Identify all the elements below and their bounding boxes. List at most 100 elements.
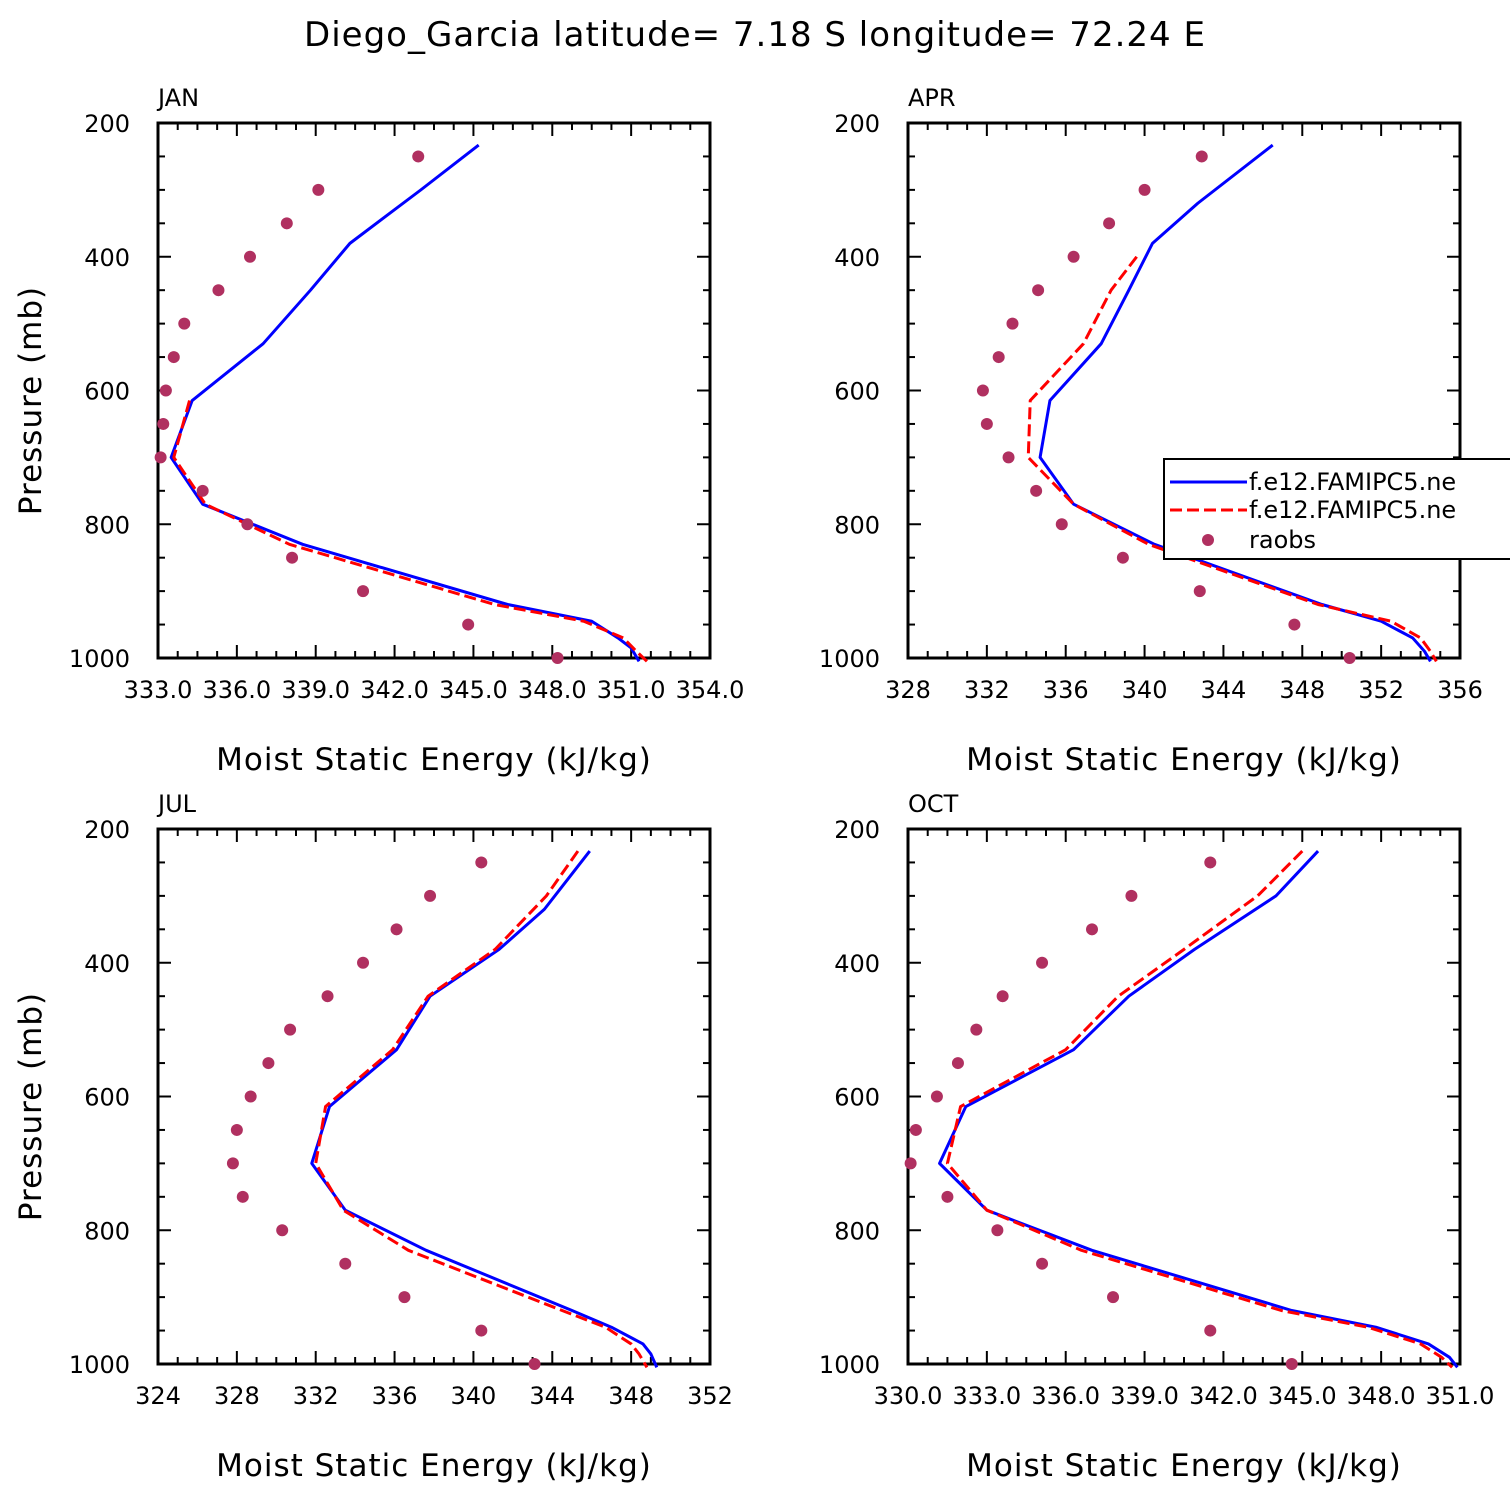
raobs-point bbox=[280, 217, 293, 230]
raobs-point bbox=[528, 1358, 541, 1370]
x-tick-label: 356 bbox=[1437, 676, 1483, 704]
x-tick-label: 348 bbox=[608, 1382, 654, 1410]
raobs-point bbox=[951, 1057, 964, 1070]
raobs-point bbox=[276, 1224, 289, 1237]
raobs-point bbox=[244, 250, 256, 263]
series-model2-line bbox=[172, 400, 648, 663]
raobs-point bbox=[357, 956, 370, 969]
x-tick-label: 340 bbox=[1122, 676, 1168, 704]
series-model2-line bbox=[945, 850, 1454, 1369]
x-tick-label: 340 bbox=[451, 1382, 497, 1410]
raobs-point bbox=[286, 551, 299, 564]
raobs-point bbox=[398, 1291, 411, 1304]
x-tick-label: 342.0 bbox=[1189, 1382, 1258, 1410]
y-tick-label: 800 bbox=[834, 511, 880, 539]
raobs-point bbox=[284, 1023, 297, 1036]
raobs-point bbox=[1055, 518, 1068, 531]
x-tick-label: 336.0 bbox=[1031, 1382, 1100, 1410]
raobs-point bbox=[941, 1190, 954, 1203]
y-axis-label: Pressure (mb) bbox=[13, 286, 49, 515]
x-tick-label: 330.0 bbox=[874, 1382, 943, 1410]
raobs-point bbox=[1103, 217, 1116, 230]
raobs-point bbox=[1036, 956, 1049, 969]
raobs-point bbox=[976, 384, 989, 397]
raobs-point bbox=[357, 585, 370, 598]
x-tick-label: 351.0 bbox=[597, 676, 666, 704]
raobs-point bbox=[1138, 183, 1151, 196]
x-tick-label: 332 bbox=[964, 676, 1010, 704]
raobs-point bbox=[1030, 484, 1043, 497]
legend-label: f.e12.FAMIPC5.ne bbox=[1249, 468, 1456, 496]
panel-jan: 200 400 600 800 1000 333.0 336.0 339.0 342.0 345.… bbox=[13, 84, 744, 778]
raobs-point bbox=[970, 1023, 983, 1036]
x-tick-label: 348 bbox=[1279, 676, 1325, 704]
raobs-point bbox=[996, 990, 1009, 1003]
x-tick-label: 344 bbox=[1201, 676, 1247, 704]
raobs-point bbox=[424, 889, 437, 902]
raobs-point bbox=[1204, 1324, 1217, 1337]
x-tick-label: 336 bbox=[1043, 676, 1089, 704]
y-tick-label: 400 bbox=[84, 244, 130, 272]
series-model1-line bbox=[938, 850, 1459, 1369]
raobs-point bbox=[1204, 856, 1217, 869]
y-tick-label: 400 bbox=[834, 244, 880, 272]
y-tick-label: 800 bbox=[84, 1217, 130, 1245]
x-tick-label: 333.0 bbox=[952, 1382, 1021, 1410]
x-tick-label: 354.0 bbox=[676, 676, 745, 704]
raobs-point bbox=[262, 1057, 275, 1070]
raobs-point bbox=[991, 1224, 1004, 1237]
raobs-point bbox=[1002, 451, 1015, 464]
y-tick-label: 800 bbox=[84, 511, 130, 539]
raobs-point bbox=[1285, 1358, 1298, 1370]
x-tick-label: 339.0 bbox=[1110, 1382, 1179, 1410]
raobs-point bbox=[1288, 618, 1301, 631]
raobs-point bbox=[236, 1190, 249, 1203]
x-tick-label: 342.0 bbox=[360, 676, 429, 704]
x-tick-label: 348.0 bbox=[1347, 1382, 1416, 1410]
x-tick-label: 324 bbox=[135, 1382, 181, 1410]
y-tick-label: 1000 bbox=[819, 1351, 880, 1379]
raobs-point bbox=[930, 1090, 943, 1103]
raobs-point bbox=[1116, 551, 1129, 564]
raobs-point bbox=[1067, 250, 1080, 263]
panel-title: APR bbox=[908, 84, 956, 112]
x-axis-label: Moist Static Energy (kJ/kg) bbox=[216, 742, 652, 778]
x-tick-label: 339.0 bbox=[281, 676, 350, 704]
raobs-point bbox=[1107, 1291, 1120, 1304]
x-tick-label: 336.0 bbox=[202, 676, 271, 704]
series-model2-line bbox=[314, 850, 649, 1369]
raobs-point bbox=[226, 1157, 239, 1170]
raobs-point bbox=[551, 652, 564, 664]
raobs-point bbox=[178, 317, 191, 330]
raobs-point bbox=[159, 384, 172, 397]
y-tick-label: 600 bbox=[84, 1084, 130, 1112]
raobs-point bbox=[1193, 585, 1206, 598]
raobs-point bbox=[212, 284, 225, 297]
raobs-point bbox=[230, 1123, 243, 1136]
raobs-point bbox=[154, 451, 167, 464]
y-tick-label: 1000 bbox=[819, 645, 880, 673]
y-tick-label: 600 bbox=[834, 378, 880, 406]
raobs-point bbox=[339, 1257, 352, 1270]
raobs-point bbox=[1125, 889, 1138, 902]
y-axis-label: Pressure (mb) bbox=[13, 992, 49, 1221]
raobs-point bbox=[321, 990, 334, 1003]
figure-title: Diego_Garcia latitude= 7.18 S longitude=… bbox=[304, 15, 1206, 55]
x-tick-label: 345.0 bbox=[1268, 1382, 1337, 1410]
raobs-point bbox=[1343, 652, 1356, 664]
raobs-point bbox=[909, 1123, 922, 1136]
y-tick-label: 1000 bbox=[69, 645, 130, 673]
raobs-point bbox=[1032, 284, 1045, 297]
raobs-point bbox=[475, 1324, 488, 1337]
raobs-point bbox=[462, 618, 475, 631]
raobs-point bbox=[390, 923, 403, 936]
raobs-point bbox=[904, 1157, 917, 1170]
raobs-point bbox=[196, 484, 209, 497]
x-axis-label: Moist Static Energy (kJ/kg) bbox=[216, 1448, 652, 1484]
x-tick-label: 351.0 bbox=[1426, 1382, 1495, 1410]
x-tick-label: 344 bbox=[529, 1382, 575, 1410]
raobs-point bbox=[1086, 923, 1098, 936]
